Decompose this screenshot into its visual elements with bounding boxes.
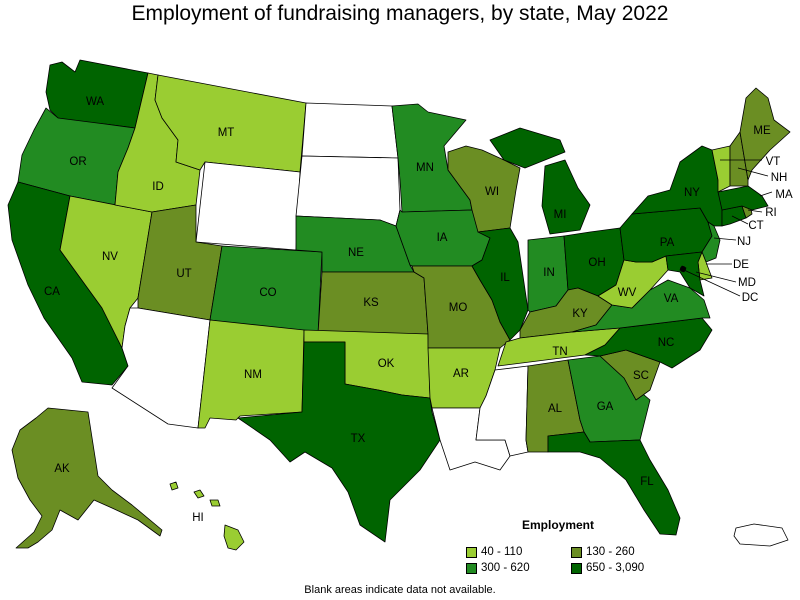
label-AL: AL — [548, 403, 563, 415]
leader-MA — [759, 191, 773, 197]
legend-items: 40 - 110 130 - 260 300 - 620 650 - 3,090 — [466, 545, 696, 575]
label-NJ: NJ — [737, 236, 751, 248]
state-HI[interactable] — [169, 481, 245, 551]
state-WA[interactable] — [45, 59, 149, 129]
legend-label: 40 - 110 — [481, 546, 523, 558]
state-MT[interactable] — [154, 74, 307, 173]
legend-title: Employment — [522, 518, 595, 532]
label-WI: WI — [485, 186, 499, 198]
label-UT: UT — [176, 268, 191, 280]
label-MN: MN — [416, 162, 434, 174]
label-IA: IA — [437, 232, 448, 244]
state-FL[interactable] — [547, 431, 681, 536]
state-MD[interactable] — [665, 251, 705, 297]
label-CA: CA — [44, 286, 60, 298]
leader-RI — [747, 209, 763, 213]
label-NE: NE — [348, 247, 364, 259]
label-IL: IL — [500, 272, 510, 284]
label-KS: KS — [363, 297, 379, 309]
state-TX[interactable] — [237, 341, 441, 543]
label-FL: FL — [640, 476, 654, 488]
label-MD: MD — [738, 277, 756, 289]
label-NV: NV — [102, 251, 118, 263]
label-HI: HI — [192, 512, 204, 524]
footnote: Blank areas indicate data not available. — [304, 584, 496, 596]
label-AK: AK — [54, 463, 70, 475]
label-NH: NH — [771, 172, 788, 184]
label-WA: WA — [86, 96, 104, 108]
leader-DC — [683, 269, 741, 297]
label-VT: VT — [766, 156, 781, 168]
label-OR: OR — [69, 156, 86, 168]
state-AK[interactable] — [11, 407, 163, 549]
leader-MD — [695, 271, 737, 283]
state-PR[interactable] — [733, 523, 789, 547]
map-title: Employment of fundraising managers, by s… — [131, 2, 669, 25]
label-CT: CT — [748, 220, 763, 232]
leader-NH — [737, 167, 769, 177]
state-MA[interactable] — [717, 185, 769, 211]
legend-swatch — [571, 546, 582, 558]
label-MT: MT — [218, 127, 235, 139]
state-NH[interactable] — [729, 131, 749, 187]
legend-item: 130 - 260 — [571, 545, 696, 559]
label-KY: KY — [572, 308, 588, 320]
label-NM: NM — [244, 369, 262, 381]
legend-label: 130 - 260 — [586, 546, 635, 558]
state-WI[interactable] — [447, 145, 521, 233]
label-NC: NC — [658, 337, 675, 349]
label-RI: RI — [765, 207, 777, 219]
label-MI: MI — [554, 209, 567, 221]
legend-label: 300 - 620 — [481, 562, 530, 574]
state-SD[interactable] — [295, 155, 401, 227]
label-SC: SC — [633, 370, 649, 382]
label-TN: TN — [552, 346, 567, 358]
label-ME: ME — [753, 125, 771, 137]
label-VA: VA — [664, 293, 679, 305]
legend-swatch — [466, 546, 477, 558]
state-AZ[interactable] — [111, 307, 211, 429]
dc-marker — [680, 266, 686, 272]
legend: Employment 40 - 110 130 - 260 300 - 620 … — [466, 518, 696, 575]
state-ME[interactable] — [739, 87, 791, 181]
state-VT[interactable] — [711, 145, 731, 193]
state-NC[interactable] — [584, 317, 713, 369]
label-TX: TX — [351, 433, 366, 445]
leader-NJ — [713, 237, 737, 241]
legend-swatch — [466, 562, 477, 574]
label-MO: MO — [449, 302, 468, 314]
state-ND[interactable] — [301, 102, 399, 159]
legend-swatch — [571, 562, 582, 574]
label-GA: GA — [597, 401, 614, 413]
state-NJ[interactable] — [701, 221, 721, 263]
state-IL[interactable] — [471, 227, 529, 341]
label-OK: OK — [378, 358, 395, 370]
label-WV: WV — [618, 287, 637, 299]
state-WY[interactable] — [195, 161, 301, 251]
label-IN: IN — [543, 267, 555, 279]
label-MA: MA — [775, 189, 793, 201]
legend-label: 650 - 3,090 — [586, 562, 645, 574]
label-OH: OH — [588, 257, 605, 269]
label-AR: AR — [453, 368, 469, 380]
state-MI[interactable] — [489, 127, 591, 235]
leader-CT — [731, 215, 749, 225]
label-CO: CO — [259, 287, 276, 299]
label-ID: ID — [152, 181, 164, 193]
legend-item: 650 - 3,090 — [571, 561, 696, 575]
legend-item: 300 - 620 — [466, 561, 571, 575]
label-PA: PA — [660, 237, 675, 249]
legend-item: 40 - 110 — [466, 545, 571, 559]
label-DC: DC — [742, 292, 759, 304]
label-DE: DE — [733, 259, 749, 271]
label-NY: NY — [684, 187, 700, 199]
